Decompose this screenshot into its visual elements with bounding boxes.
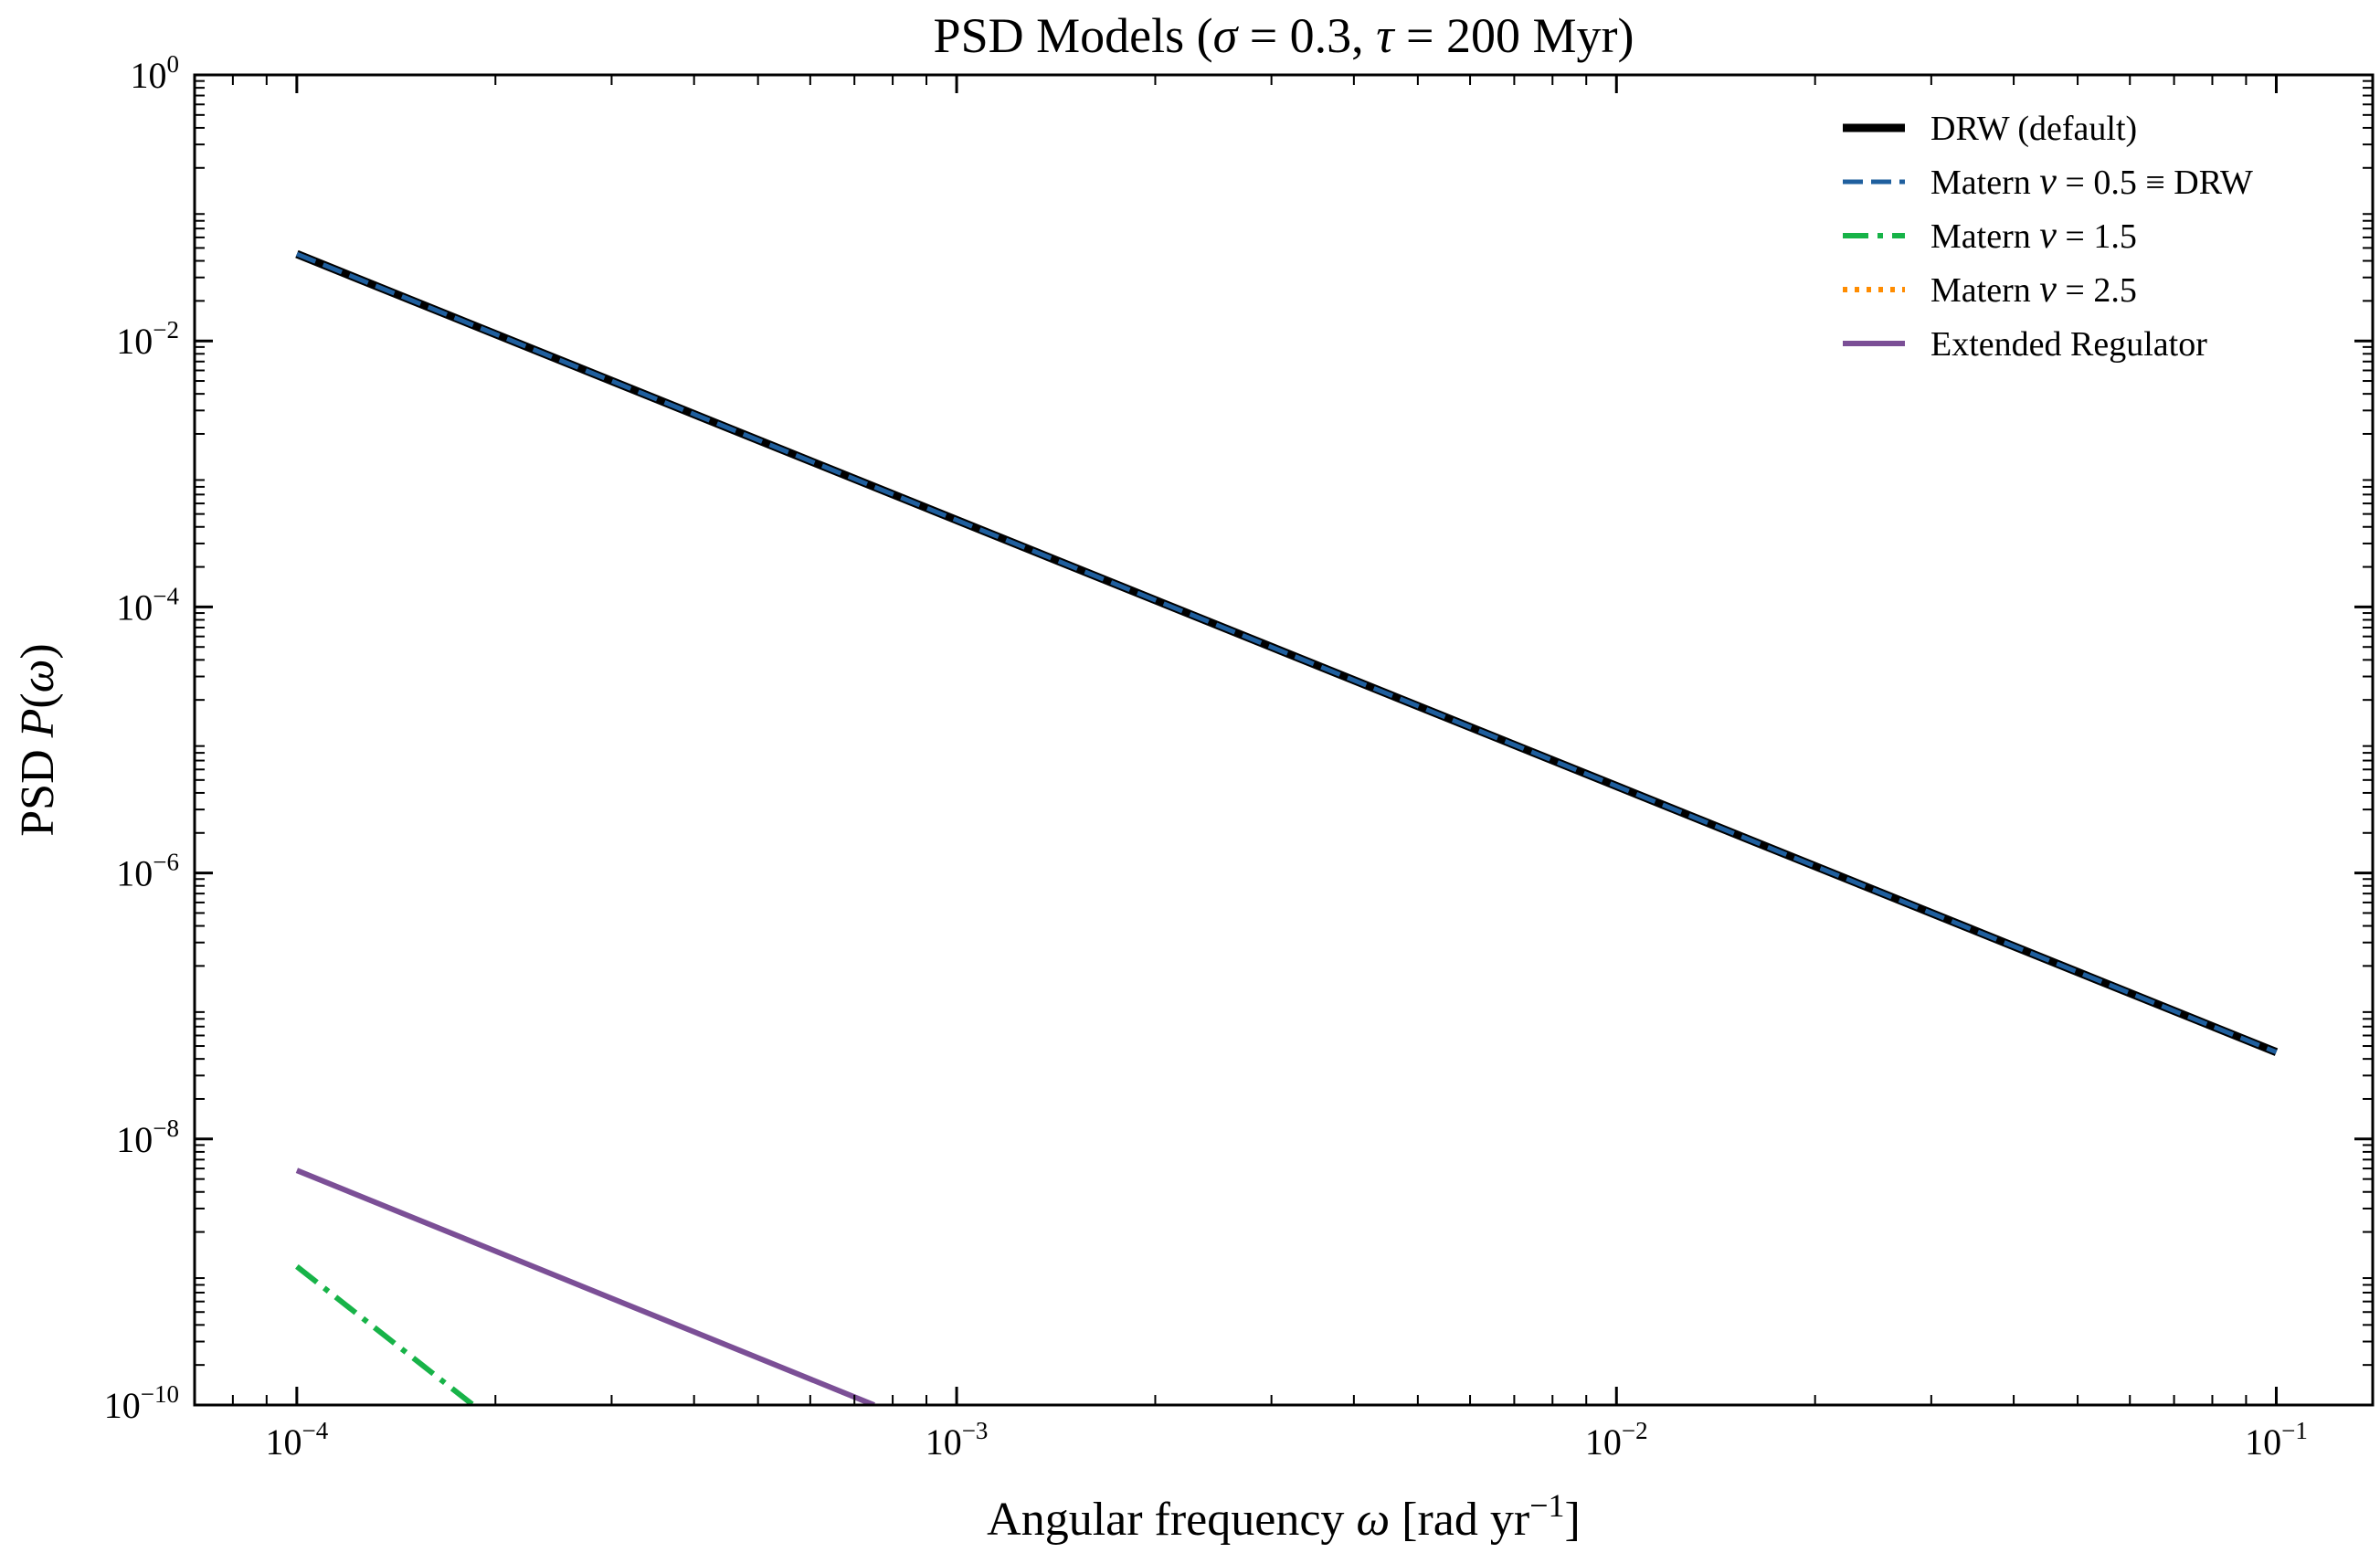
series-line-5 xyxy=(295,1167,875,1405)
chart-title: PSD Models (σ = 0.3, τ = 200 Myr) xyxy=(934,8,1634,63)
legend-label-2: Matern ν = 0.5 ≡ DRW xyxy=(1930,161,2253,203)
y-tick-label: 10−8 xyxy=(116,1115,179,1160)
legend-label-3: Matern ν = 1.5 xyxy=(1930,215,2137,257)
legend-label-4: Matern ν = 2.5 xyxy=(1930,269,2137,311)
x-axis-ticks: 10−4 10−3 10−2 10−1 xyxy=(194,75,2308,1463)
x-tick-label: 10−3 xyxy=(926,1417,989,1463)
y-tick-label: 10−2 xyxy=(116,316,179,362)
series-line-2 xyxy=(295,251,2278,1055)
x-tick-label: 10−4 xyxy=(266,1417,329,1463)
y-tick-label: 10−6 xyxy=(116,849,179,894)
y-axis-label: PSD P(ω) xyxy=(12,643,64,837)
plot-frame xyxy=(193,73,2375,1407)
legend-label-5: Extended Regulator xyxy=(1930,325,2207,364)
y-axis-label-text: PSD P(ω) xyxy=(12,643,64,837)
series-line-3 xyxy=(295,1264,475,1405)
legend: DRW (default) Matern ν = 0.5 ≡ DRW Matern … xyxy=(1843,110,2253,364)
x-tick-label: 10−2 xyxy=(1585,1417,1648,1463)
x-axis-label-text: Angular frequency ω [rad yr−1] xyxy=(987,1487,1581,1546)
y-tick-label: 10−4 xyxy=(116,582,179,628)
chart-title-text: PSD Models (σ = 0.3, τ = 200 Myr) xyxy=(934,8,1634,63)
y-tick-label: 10−10 xyxy=(104,1380,179,1426)
x-tick-label: 10−1 xyxy=(2245,1417,2308,1463)
x-axis-label: Angular frequency ω [rad yr−1] xyxy=(987,1487,1581,1546)
plot-series xyxy=(295,249,2279,1405)
y-tick-label: 100 xyxy=(131,50,180,96)
legend-label-1: DRW (default) xyxy=(1930,110,2137,148)
y-axis-ticks: 100 10−2 10−4 10−6 10−8 10−10 xyxy=(104,50,2373,1426)
